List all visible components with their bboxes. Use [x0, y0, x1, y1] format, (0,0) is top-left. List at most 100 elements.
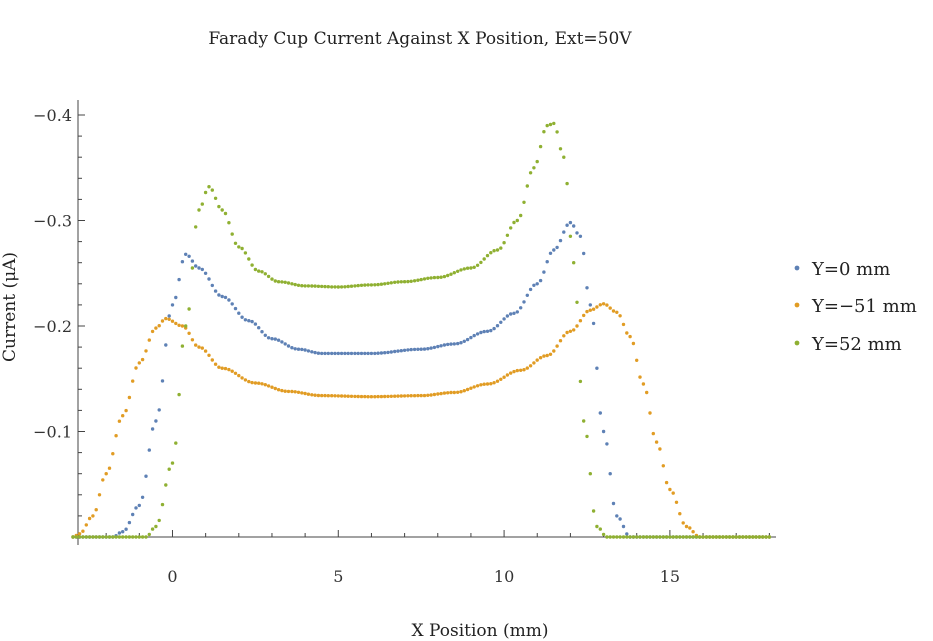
data-point: [538, 278, 543, 283]
data-point: [203, 349, 208, 353]
data-point: [220, 294, 224, 299]
data-point: [137, 535, 141, 539]
data-point: [220, 366, 224, 370]
data-point: [519, 306, 523, 310]
data-point: [243, 318, 248, 322]
data-point: [359, 351, 364, 356]
data-point: [339, 351, 344, 356]
data-point: [591, 307, 596, 311]
data-point: [412, 279, 417, 283]
data-point: [482, 329, 486, 334]
legend-label: Y=0 mm: [811, 259, 890, 280]
data-point: [326, 351, 330, 356]
data-point: [396, 394, 400, 398]
data-point: [276, 280, 281, 284]
y-axis-label: Current (μA): [0, 252, 20, 362]
data-point: [426, 347, 430, 351]
data-point: [727, 535, 732, 539]
data-point: [217, 293, 221, 297]
data-point: [542, 354, 546, 358]
data-point: [456, 269, 460, 273]
data-point: [230, 232, 234, 236]
data-point: [200, 267, 204, 272]
data-point: [625, 331, 629, 335]
data-point: [767, 535, 772, 539]
data-point: [240, 376, 244, 380]
data-point: [366, 283, 370, 287]
data-point: [565, 181, 569, 186]
data-point: [628, 334, 632, 339]
data-point: [406, 348, 410, 352]
data-point: [505, 314, 510, 318]
data-point: [618, 517, 622, 521]
data-point: [124, 535, 128, 539]
data-point: [621, 322, 626, 327]
data-point: [237, 373, 241, 378]
data-point: [177, 392, 181, 397]
data-point: [223, 366, 228, 371]
data-point: [588, 308, 592, 312]
data-point: [323, 393, 327, 398]
data-point: [595, 366, 599, 370]
data-point: [160, 379, 165, 383]
data-point: [170, 319, 175, 323]
data-point: [469, 266, 473, 270]
data-point: [552, 248, 556, 252]
data-point: [674, 535, 679, 539]
data-point: [442, 391, 447, 395]
data-point: [472, 265, 476, 269]
data-point: [150, 329, 155, 334]
data-point: [247, 379, 251, 384]
data-point: [668, 535, 672, 539]
data-point: [237, 311, 241, 315]
data-point: [588, 303, 592, 307]
data-point: [499, 246, 503, 250]
data-point: [386, 350, 390, 355]
data-point: [154, 419, 158, 423]
data-point: [386, 394, 390, 399]
data-point: [608, 472, 612, 476]
data-point: [406, 394, 410, 398]
data-point: [422, 277, 427, 281]
data-point: [432, 345, 437, 350]
data-point: [223, 295, 228, 300]
data-point: [210, 358, 214, 362]
data-point: [320, 393, 324, 398]
data-point: [144, 474, 148, 478]
data-point: [545, 260, 549, 264]
ticks: 0 5 10 15 −0.1 −0.2 −0.3 −0.4: [33, 106, 770, 586]
data-point: [323, 284, 327, 289]
data-point: [187, 331, 191, 335]
data-point: [260, 270, 264, 274]
data-point: [283, 389, 287, 393]
data-point: [194, 264, 198, 268]
data-point: [273, 337, 277, 341]
data-point: [263, 383, 267, 387]
data-point: [134, 535, 138, 539]
data-point: [207, 277, 211, 281]
data-point: [416, 393, 420, 398]
data-point: [300, 284, 304, 288]
data-point: [150, 427, 155, 431]
data-point: [174, 321, 178, 326]
data-point: [515, 368, 519, 373]
data-point: [578, 379, 583, 384]
data-point: [525, 184, 529, 188]
data-point: [399, 280, 403, 284]
data-point: [389, 281, 393, 285]
data-point: [565, 330, 569, 335]
data-point: [635, 535, 639, 539]
data-point: [240, 246, 244, 251]
data-point: [402, 348, 407, 352]
data-point: [94, 535, 98, 539]
data-point: [492, 249, 496, 253]
data-point: [528, 364, 533, 368]
data-point: [645, 390, 649, 395]
data-point: [270, 337, 274, 341]
data-point: [177, 277, 181, 282]
data-point: [688, 526, 692, 530]
data-point: [737, 535, 742, 539]
data-point: [207, 185, 211, 189]
data-point: [257, 381, 261, 385]
